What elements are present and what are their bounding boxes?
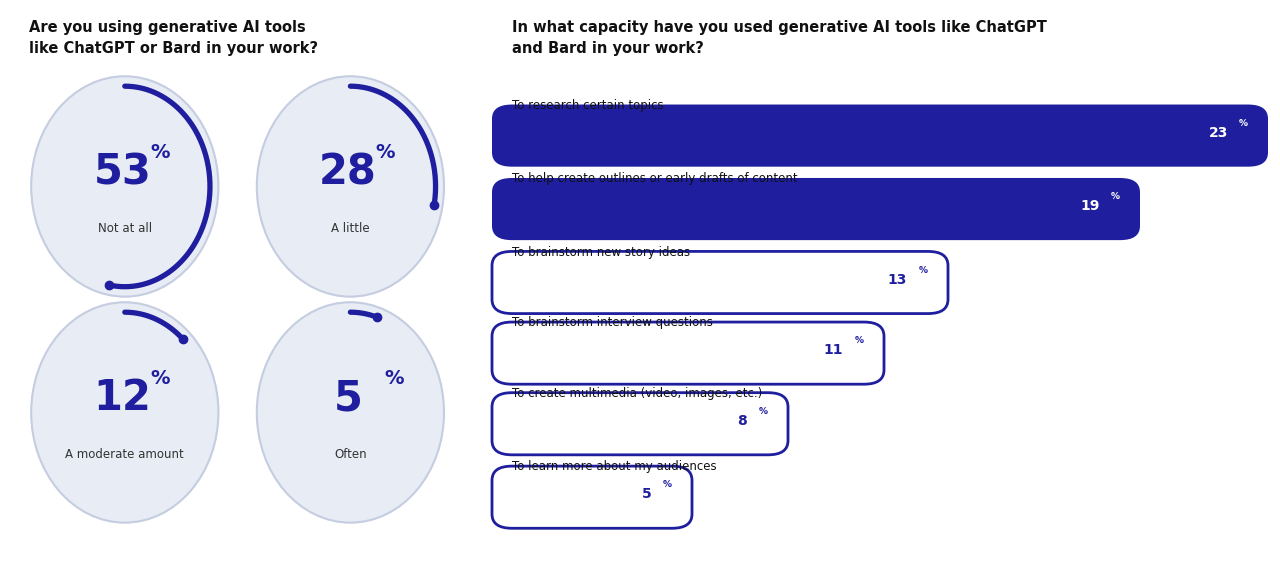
FancyBboxPatch shape [492,178,1140,240]
FancyBboxPatch shape [492,466,692,528]
Text: 5: 5 [641,488,652,501]
Text: 28: 28 [319,151,376,193]
Text: 11: 11 [824,344,844,357]
Text: Are you using generative AI tools
like ChatGPT or Bard in your work?: Are you using generative AI tools like C… [28,20,317,56]
Text: 53: 53 [93,151,151,193]
Text: %: % [855,336,864,345]
FancyBboxPatch shape [492,466,1268,528]
Text: 8: 8 [737,414,748,428]
Text: In what capacity have you used generative AI tools like ChatGPT
and Bard in your: In what capacity have you used generativ… [512,20,1047,56]
FancyBboxPatch shape [492,105,1268,167]
Text: A little: A little [332,222,370,236]
FancyBboxPatch shape [492,178,1268,240]
FancyBboxPatch shape [492,322,1268,384]
Text: To help create outlines or early drafts of content: To help create outlines or early drafts … [512,172,797,185]
Text: To brainstorm interview questions: To brainstorm interview questions [512,316,713,329]
Circle shape [257,302,444,523]
Text: To brainstorm new story ideas: To brainstorm new story ideas [512,246,690,259]
Text: 23: 23 [1208,126,1228,140]
Text: 5: 5 [334,377,362,419]
Text: %: % [150,143,170,162]
Text: %: % [918,266,928,275]
Text: %: % [376,143,396,162]
Circle shape [31,76,219,297]
Text: %: % [150,369,170,388]
Text: %: % [663,480,672,489]
Text: 19: 19 [1080,199,1100,213]
Text: Often: Often [334,448,366,462]
FancyBboxPatch shape [492,322,884,384]
Text: %: % [1239,119,1248,128]
FancyBboxPatch shape [492,251,948,314]
Circle shape [257,76,444,297]
Text: 12: 12 [93,377,151,419]
FancyBboxPatch shape [492,393,788,455]
FancyBboxPatch shape [492,105,1268,167]
Circle shape [31,302,219,523]
Text: Not at all: Not at all [97,222,152,236]
Text: %: % [1111,192,1120,201]
Text: To create multimedia (video, images, etc.): To create multimedia (video, images, etc… [512,387,763,400]
Text: %: % [758,407,768,416]
Text: %: % [384,369,403,388]
Text: To learn more about my audiences: To learn more about my audiences [512,460,717,473]
Text: A moderate amount: A moderate amount [65,448,184,462]
Text: To research certain topics: To research certain topics [512,99,663,112]
Text: 13: 13 [888,273,908,286]
FancyBboxPatch shape [492,393,1268,455]
FancyBboxPatch shape [492,251,1268,314]
